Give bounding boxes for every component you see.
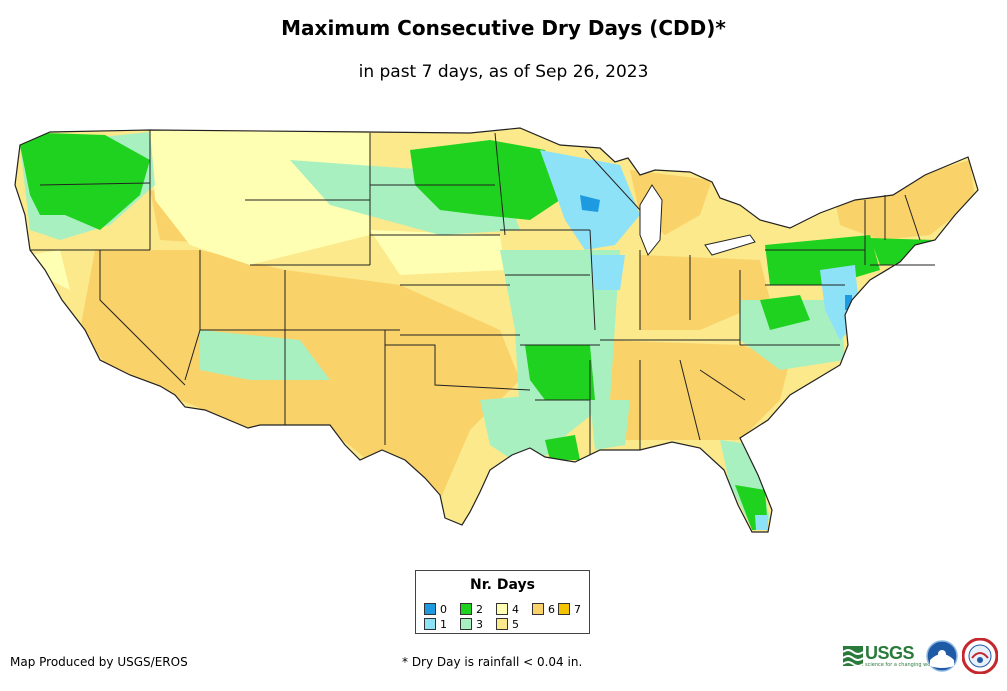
legend-label-2: 2 (476, 603, 483, 616)
legend-swatch-6 (532, 603, 544, 615)
usgs-wave-icon (843, 646, 863, 666)
region-2-louisiana (545, 435, 580, 460)
map-subtitle: in past 7 days, as of Sep 26, 2023 (358, 62, 649, 82)
legend-item-0: 0 (424, 603, 447, 616)
nws-logo-icon (962, 638, 998, 674)
legend-label-5: 5 (512, 618, 519, 631)
boundary-wa-or (39, 182, 151, 186)
map-title: Maximum Consecutive Dry Days (CDD)* (281, 16, 726, 40)
legend-item-1: 1 (424, 618, 447, 631)
legend-swatch-5 (496, 618, 508, 630)
legend-swatch-7 (558, 603, 570, 615)
legend-swatch-2 (460, 603, 472, 615)
region-0-wisconsin (580, 195, 600, 212)
region-6-new-england (835, 160, 975, 240)
region-3-southwest-desert (200, 330, 330, 380)
region-3-gulf-coast (590, 400, 630, 450)
state-boundaries (30, 130, 935, 455)
boundary-nh-me (904, 194, 921, 241)
legend-swatch-4 (496, 603, 508, 615)
legend-label-0: 0 (440, 603, 447, 616)
legend-label-7: 7 (574, 603, 581, 616)
legend-label-6: 6 (548, 603, 555, 616)
dry-day-regions (20, 130, 975, 530)
boundary-ok-tx (385, 344, 531, 391)
boundary-dakotas-mn (494, 132, 506, 236)
boundary-wi-mi (584, 149, 641, 211)
legend-swatch-0 (424, 603, 436, 615)
region-4-central-plains (370, 230, 505, 275)
legend-item-2: 2 (460, 603, 483, 616)
lake-michigan (639, 184, 663, 256)
region-1-florida-tip (755, 515, 768, 530)
boundary-il (589, 229, 596, 331)
region-1-iowa-illinois (590, 255, 625, 290)
legend-label-1: 1 (440, 618, 447, 631)
map-credit: Map Produced by USGS/EROS (10, 655, 188, 669)
lake-erie (704, 234, 756, 256)
legend-item-3: 3 (460, 618, 483, 631)
region-3-texas-coast (480, 395, 560, 465)
boundary-ca-nv (99, 250, 186, 386)
region-2-washington (20, 133, 150, 230)
noaa-logo-icon (926, 640, 958, 672)
region-2-arkansas (525, 345, 595, 400)
boundary-ga-sc (699, 369, 746, 401)
usgs-logo-tagline: science for a changing world (865, 662, 937, 668)
region-2-dakotas (410, 140, 560, 220)
legend-swatch-3 (460, 618, 472, 630)
usgs-logo-text: USGS (865, 643, 915, 663)
region-4-california-coast (28, 250, 70, 290)
dry-day-footnote: * Dry Day is rainfall < 0.04 in. (402, 655, 583, 669)
legend: Nr. Days 0 1 2 3 4 5 6 7 (415, 570, 590, 634)
legend-item-4: 4 (496, 603, 519, 616)
legend-label-4: 4 (512, 603, 519, 616)
region-6-ohio-valley (640, 255, 770, 330)
legend-label-3: 3 (476, 618, 483, 631)
region-2-massachusetts (870, 238, 940, 265)
legend-item-6: 6 (532, 603, 555, 616)
usgs-logo: USGS science for a changing world (843, 643, 937, 669)
legend-item-5: 5 (496, 618, 519, 631)
legend-swatch-1 (424, 618, 436, 630)
legend-item-7: 7 (558, 603, 581, 616)
legend-title: Nr. Days (470, 577, 535, 593)
boundary-ga-fl (679, 359, 701, 441)
region-2-appalachians (760, 295, 810, 330)
